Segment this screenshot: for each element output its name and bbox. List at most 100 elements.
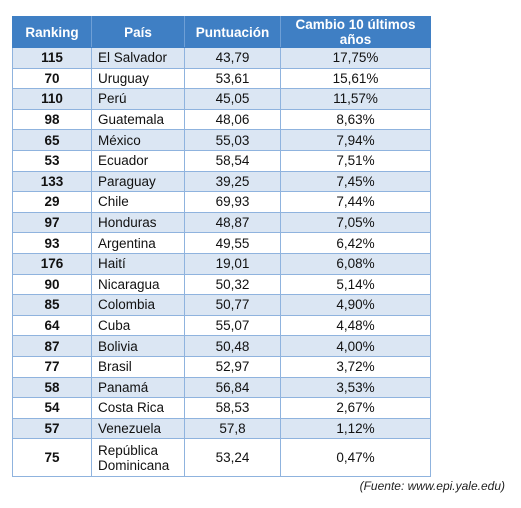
cell-ranking: 64 bbox=[12, 314, 92, 337]
epi-ranking-table: Ranking País Puntuación Cambio 10 último… bbox=[12, 16, 431, 478]
cell-pais: Panamá bbox=[91, 376, 185, 399]
cell-puntuacion: 39,25 bbox=[184, 170, 281, 193]
cell-ranking: 97 bbox=[12, 211, 92, 234]
cell-pais: Paraguay bbox=[91, 170, 185, 193]
cell-pais: Nicaragua bbox=[91, 273, 185, 296]
cell-puntuacion: 53,61 bbox=[184, 67, 281, 90]
cell-pais: Chile bbox=[91, 191, 185, 213]
table-row: 110 Perú 45,05 11,57% bbox=[12, 88, 431, 110]
cell-cambio: 6,42% bbox=[280, 232, 431, 254]
cell-pais: Honduras bbox=[91, 211, 185, 234]
cell-puntuacion: 45,05 bbox=[184, 88, 281, 110]
cell-puntuacion: 58,54 bbox=[184, 149, 281, 172]
table-row: 87 Bolivia 50,48 4,00% bbox=[12, 335, 431, 357]
cell-ranking: 57 bbox=[12, 417, 92, 440]
table-row: 29 Chile 69,93 7,44% bbox=[12, 191, 431, 213]
cell-ranking: 70 bbox=[12, 67, 92, 90]
cell-ranking: 29 bbox=[12, 191, 92, 213]
table-row: 85 Colombia 50,77 4,90% bbox=[12, 294, 431, 316]
cell-ranking: 93 bbox=[12, 232, 92, 254]
cell-cambio: 15,61% bbox=[280, 67, 431, 90]
table-row: 75 República Dominicana 53,24 0,47% bbox=[12, 438, 431, 478]
cell-ranking: 77 bbox=[12, 355, 92, 378]
cell-cambio: 7,94% bbox=[280, 129, 431, 151]
header-row: Ranking País Puntuación Cambio 10 último… bbox=[12, 16, 431, 48]
cell-ranking: 90 bbox=[12, 273, 92, 296]
cell-puntuacion: 48,87 bbox=[184, 211, 281, 234]
cell-pais: Perú bbox=[91, 88, 185, 110]
table-row: 97 Honduras 48,87 7,05% bbox=[12, 211, 431, 234]
cell-puntuacion: 58,53 bbox=[184, 397, 281, 419]
cell-ranking: 98 bbox=[12, 108, 92, 131]
cell-pais-line1: República bbox=[98, 442, 159, 458]
cell-cambio: 3,53% bbox=[280, 376, 431, 399]
cell-puntuacion: 19,01 bbox=[184, 252, 281, 275]
cell-ranking: 54 bbox=[12, 397, 92, 419]
table-row: 70 Uruguay 53,61 15,61% bbox=[12, 67, 431, 90]
cell-cambio: 4,48% bbox=[280, 314, 431, 337]
cell-cambio: 4,90% bbox=[280, 294, 431, 316]
cell-puntuacion: 43,79 bbox=[184, 47, 281, 69]
table-row: 54 Costa Rica 58,53 2,67% bbox=[12, 397, 431, 419]
cell-cambio: 7,45% bbox=[280, 170, 431, 193]
cell-cambio: 7,51% bbox=[280, 149, 431, 172]
cell-pais: Ecuador bbox=[91, 149, 185, 172]
table-row: 176 Haití 19,01 6,08% bbox=[12, 252, 431, 275]
cell-pais: Uruguay bbox=[91, 67, 185, 90]
cell-puntuacion: 50,32 bbox=[184, 273, 281, 296]
header-cambio: Cambio 10 últimos años bbox=[280, 16, 431, 48]
cell-cambio: 1,12% bbox=[280, 417, 431, 440]
cell-puntuacion: 52,97 bbox=[184, 355, 281, 378]
cell-pais: Haití bbox=[91, 252, 185, 275]
cell-ranking: 75 bbox=[12, 438, 92, 478]
table-row: 64 Cuba 55,07 4,48% bbox=[12, 314, 431, 337]
cell-cambio: 4,00% bbox=[280, 335, 431, 357]
table-row: 58 Panamá 56,84 3,53% bbox=[12, 376, 431, 399]
cell-cambio: 8,63% bbox=[280, 108, 431, 131]
header-pais: País bbox=[91, 16, 185, 48]
epi-table-container: Ranking País Puntuación Cambio 10 último… bbox=[12, 16, 431, 478]
cell-pais: El Salvador bbox=[91, 47, 185, 69]
table-row: 133 Paraguay 39,25 7,45% bbox=[12, 170, 431, 193]
table-row: 115 El Salvador 43,79 17,75% bbox=[12, 47, 431, 69]
cell-puntuacion: 55,03 bbox=[184, 129, 281, 151]
cell-ranking: 53 bbox=[12, 149, 92, 172]
table-body: 115 El Salvador 43,79 17,75% 70 Uruguay … bbox=[12, 47, 431, 478]
cell-puntuacion: 56,84 bbox=[184, 376, 281, 399]
cell-pais: Argentina bbox=[91, 232, 185, 254]
cell-cambio: 0,47% bbox=[280, 438, 431, 478]
cell-puntuacion: 48,06 bbox=[184, 108, 281, 131]
header-ranking: Ranking bbox=[12, 16, 92, 48]
cell-ranking: 115 bbox=[12, 47, 92, 69]
cell-puntuacion: 53,24 bbox=[184, 438, 281, 478]
cell-puntuacion: 50,77 bbox=[184, 294, 281, 316]
cell-puntuacion: 50,48 bbox=[184, 335, 281, 357]
cell-ranking: 65 bbox=[12, 129, 92, 151]
cell-cambio: 17,75% bbox=[280, 47, 431, 69]
cell-pais: México bbox=[91, 129, 185, 151]
cell-ranking: 87 bbox=[12, 335, 92, 357]
cell-puntuacion: 69,93 bbox=[184, 191, 281, 213]
cell-pais: Venezuela bbox=[91, 417, 185, 440]
cell-ranking: 133 bbox=[12, 170, 92, 193]
cell-cambio: 2,67% bbox=[280, 397, 431, 419]
cell-puntuacion: 57,8 bbox=[184, 417, 281, 440]
cell-cambio: 7,44% bbox=[280, 191, 431, 213]
table-row: 53 Ecuador 58,54 7,51% bbox=[12, 149, 431, 172]
cell-puntuacion: 49,55 bbox=[184, 232, 281, 254]
cell-cambio: 6,08% bbox=[280, 252, 431, 275]
cell-puntuacion: 55,07 bbox=[184, 314, 281, 337]
table-row: 98 Guatemala 48,06 8,63% bbox=[12, 108, 431, 131]
cell-ranking: 110 bbox=[12, 88, 92, 110]
table-row: 65 México 55,03 7,94% bbox=[12, 129, 431, 151]
cell-cambio: 5,14% bbox=[280, 273, 431, 296]
source-note: (Fuente: www.epi.yale.edu) bbox=[359, 479, 505, 493]
cell-pais: Costa Rica bbox=[91, 397, 185, 419]
table-row: 77 Brasil 52,97 3,72% bbox=[12, 355, 431, 378]
cell-cambio: 11,57% bbox=[280, 88, 431, 110]
cell-ranking: 58 bbox=[12, 376, 92, 399]
cell-cambio: 7,05% bbox=[280, 211, 431, 234]
cell-pais: República Dominicana bbox=[91, 438, 185, 478]
cell-pais: Colombia bbox=[91, 294, 185, 316]
cell-pais: Guatemala bbox=[91, 108, 185, 131]
